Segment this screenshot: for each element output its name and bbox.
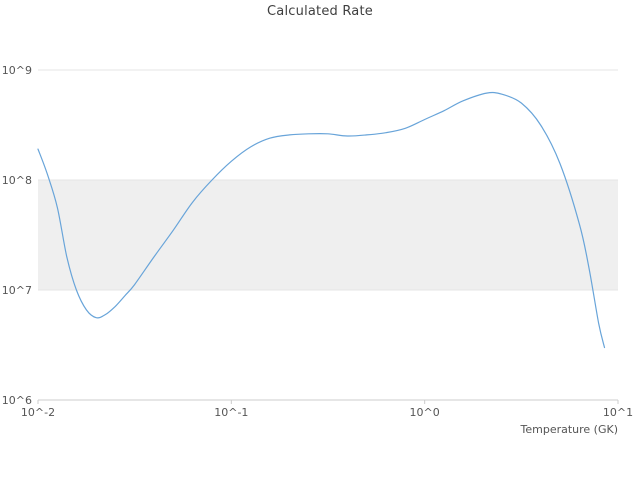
rate-line	[37, 91, 606, 349]
x-tick-label: 10^-2	[21, 406, 55, 419]
x-tick-label: 10^1	[603, 406, 633, 419]
x-axis-title: Temperature (GK)	[520, 423, 619, 436]
y-tick-label: 10^8	[2, 174, 32, 187]
y-tick-label: 10^6	[2, 394, 32, 407]
highlight-band	[38, 180, 618, 290]
x-tick-label: 10^-1	[214, 406, 248, 419]
y-tick-label: 10^9	[2, 64, 32, 77]
chart-title: Calculated Rate	[267, 4, 373, 19]
x-tick-label: 10^0	[410, 406, 440, 419]
y-tick-label: 10^7	[2, 284, 32, 297]
